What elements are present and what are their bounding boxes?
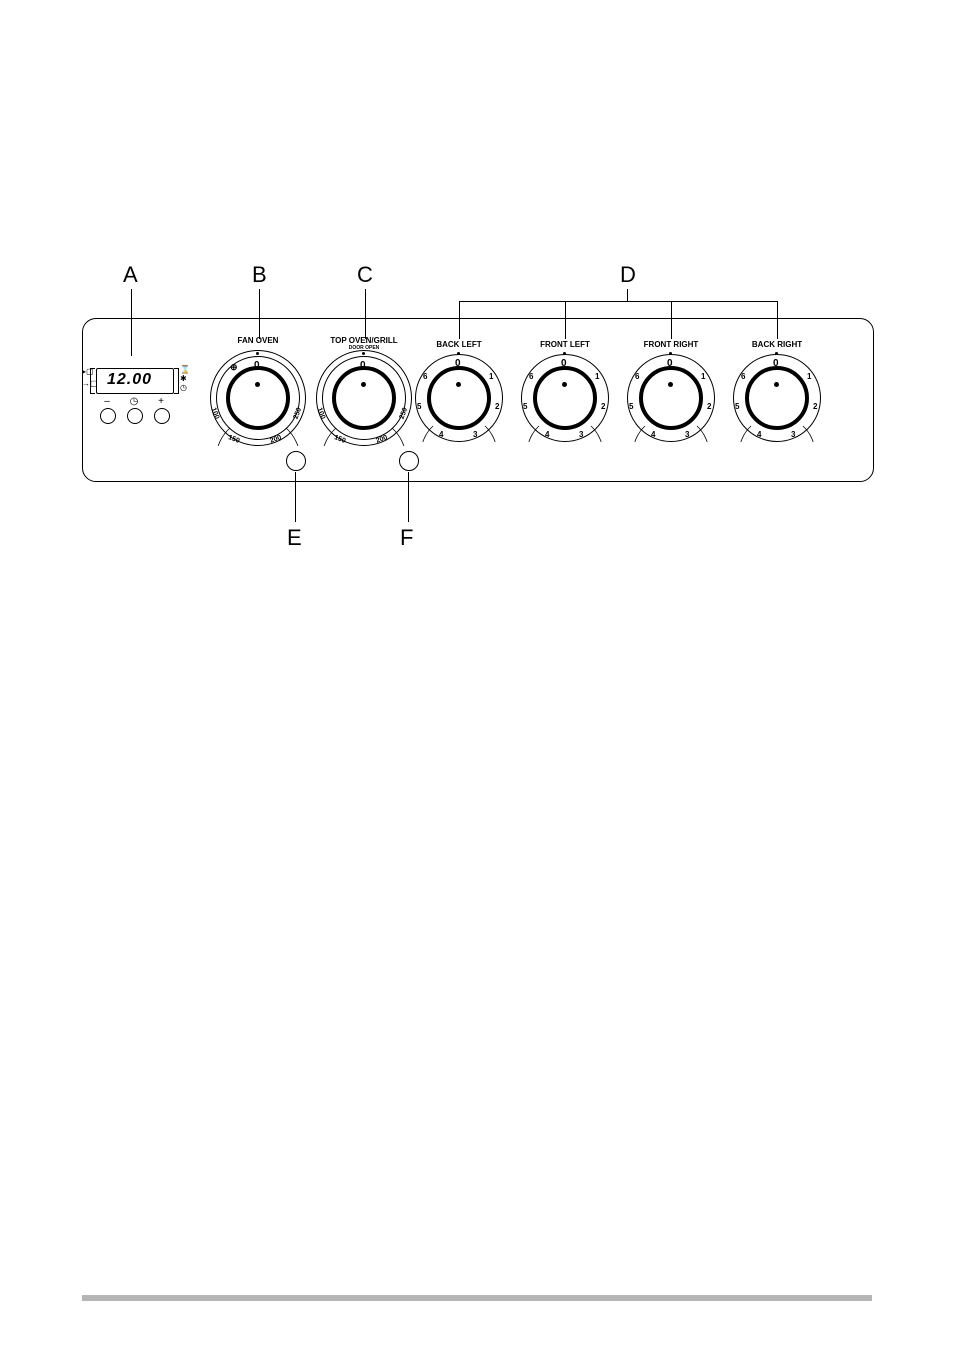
knob-front-left-t1: 1 <box>595 372 599 381</box>
indicator-e <box>286 451 306 471</box>
page: A B C D E F ▸▢ →▢ ⌛ ✱ ◷ 12.00 – ◷ + FAN … <box>0 0 954 1355</box>
knob-front-right[interactable]: FRONT RIGHT 0 1 2 3 4 5 6 <box>627 354 715 442</box>
callout-a: A <box>123 262 138 288</box>
knob-front-left-t6: 6 <box>529 372 533 381</box>
knob-front-right-t3: 3 <box>685 430 689 439</box>
knob-top-oven-arc <box>316 350 412 446</box>
knob-back-right-t5: 5 <box>735 402 739 411</box>
knob-fan-oven-label: FAN OVEN <box>210 336 306 345</box>
timer-plus-button[interactable] <box>154 408 170 424</box>
timer-mode-label: ◷ <box>127 396 141 407</box>
knob-front-left[interactable]: FRONT LEFT 0 1 2 3 4 5 6 <box>521 354 609 442</box>
timer-mode-button[interactable] <box>127 408 143 424</box>
knob-front-right-t5: 5 <box>629 402 633 411</box>
knob-back-left-t6: 6 <box>423 372 427 381</box>
knob-back-left[interactable]: BACK LEFT 0 1 2 3 4 5 6 <box>415 354 503 442</box>
knob-back-right-t6: 6 <box>741 372 745 381</box>
knob-back-left-label: BACK LEFT <box>415 340 503 349</box>
knob-back-left-t4: 4 <box>439 430 443 439</box>
knob-back-right-t2: 2 <box>813 402 817 411</box>
indicator-f <box>399 451 419 471</box>
timer-lcd: 12.00 <box>96 368 174 394</box>
knob-back-right-label: BACK RIGHT <box>733 340 821 349</box>
knob-back-right-t1: 1 <box>807 372 811 381</box>
knob-back-left-t5: 5 <box>417 402 421 411</box>
knob-back-right-arc <box>733 354 821 442</box>
callout-c: C <box>357 262 373 288</box>
knob-front-left-t5: 5 <box>523 402 527 411</box>
timer-minus-label: – <box>100 396 114 407</box>
knob-front-right-t6: 6 <box>635 372 639 381</box>
knob-front-right-t2: 2 <box>707 402 711 411</box>
knob-front-left-label: FRONT LEFT <box>521 340 609 349</box>
knob-back-left-arc <box>415 354 503 442</box>
knob-front-left-t3: 3 <box>579 430 583 439</box>
knob-top-oven[interactable]: TOP OVEN/GRILL DOOR OPEN 0 100 150 200 2… <box>316 350 412 446</box>
knob-back-left-t3: 3 <box>473 430 477 439</box>
timer-minus-button[interactable] <box>100 408 116 424</box>
knob-back-left-t1: 1 <box>489 372 493 381</box>
knob-front-left-arc <box>521 354 609 442</box>
timer-right-icon-2: ✱ <box>180 375 187 383</box>
callout-f: F <box>400 525 413 551</box>
timer-left-icon-1: ▸▢ <box>82 368 94 376</box>
knob-front-right-arc <box>627 354 715 442</box>
knob-front-right-t1: 1 <box>701 372 705 381</box>
timer-right-icon-3: ◷ <box>180 384 187 392</box>
callout-e: E <box>287 525 302 551</box>
knob-top-oven-label: TOP OVEN/GRILL <box>310 336 418 345</box>
knob-back-right-t4: 4 <box>757 430 761 439</box>
knob-front-right-t4: 4 <box>651 430 655 439</box>
timer-right-icon-1: ⌛ <box>180 366 190 374</box>
knob-back-right-t3: 3 <box>791 430 795 439</box>
knob-fan-oven-arc <box>210 350 306 446</box>
timer-plus-label: + <box>154 396 168 407</box>
knob-back-right[interactable]: BACK RIGHT 0 1 2 3 4 5 6 <box>733 354 821 442</box>
knob-front-left-t4: 4 <box>545 430 549 439</box>
knob-front-right-label: FRONT RIGHT <box>625 340 717 349</box>
callout-b: B <box>252 262 267 288</box>
knob-fan-oven[interactable]: FAN OVEN 0 ⊕ 100 150 200 250 <box>210 350 306 446</box>
callout-d: D <box>620 262 636 288</box>
leader-d-stem <box>627 289 628 301</box>
timer-display: 12.00 <box>107 371 152 389</box>
knob-front-left-t2: 2 <box>601 402 605 411</box>
footer-bar <box>82 1295 872 1301</box>
leader-d-bar <box>459 301 777 302</box>
knob-back-left-t2: 2 <box>495 402 499 411</box>
timer-right-strip <box>174 368 179 394</box>
timer-module: ▸▢ →▢ ⌛ ✱ ◷ 12.00 – ◷ + <box>96 360 186 430</box>
